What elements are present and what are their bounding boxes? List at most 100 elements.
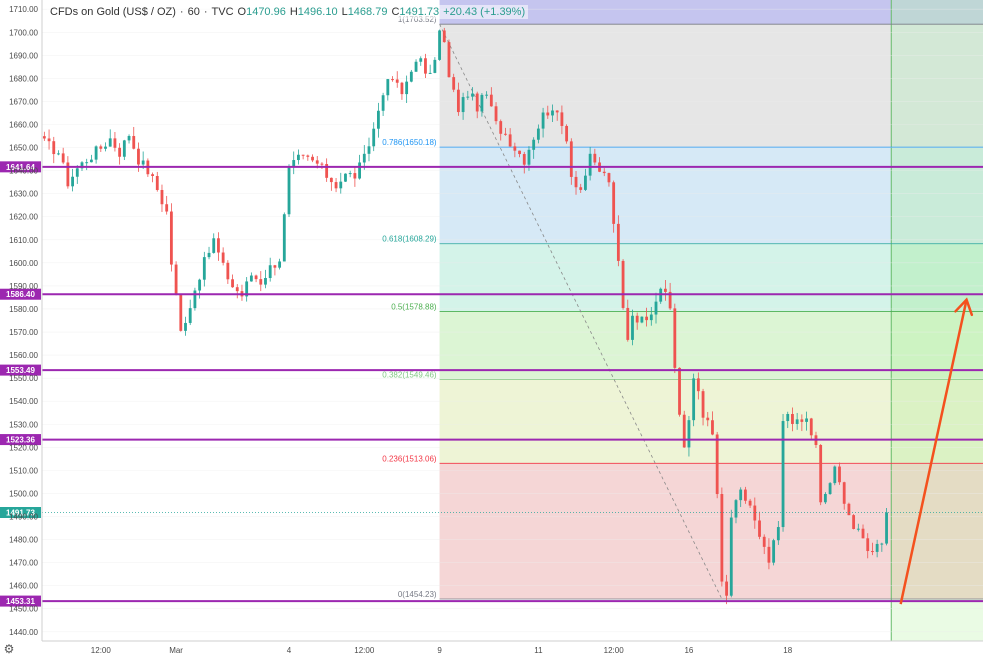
candle-body xyxy=(532,139,536,150)
candle-body xyxy=(217,238,220,253)
candle-body xyxy=(278,261,282,268)
candle-body xyxy=(113,138,117,148)
horizontal-levels[interactable]: 1641.64 1586.40 1553.49 1523.36 1453.31 xyxy=(0,161,983,607)
candle-body xyxy=(89,159,93,163)
fib-zone xyxy=(439,24,892,148)
candle-body xyxy=(758,520,761,537)
price-tick-label: 1490.00 xyxy=(9,512,38,521)
candle-body xyxy=(42,136,46,139)
candle-body xyxy=(409,71,413,82)
candle-body xyxy=(861,528,865,539)
candle-body xyxy=(127,136,131,141)
interval-label[interactable]: 60 xyxy=(187,6,200,18)
fib-zone xyxy=(439,463,892,599)
price-tick-label: 1660.00 xyxy=(9,121,38,130)
candle-body xyxy=(767,546,771,563)
candle-body xyxy=(207,252,211,258)
fib-extension-zone xyxy=(891,147,983,244)
price-tick-label: 1480.00 xyxy=(9,536,38,545)
candle-body xyxy=(616,223,620,261)
fib-level-label: 0.5(1578.88) xyxy=(391,303,437,312)
candle-body xyxy=(485,94,489,96)
candle-body xyxy=(160,189,164,205)
candle-body xyxy=(461,97,465,113)
level-price-label: 1553.49 xyxy=(6,366,35,375)
candle-body xyxy=(66,162,70,187)
candle-body xyxy=(447,42,451,78)
candle-body xyxy=(75,168,79,177)
time-axis[interactable]: 12:00 Mar 4 12:00 9 11 12:00 16 18 xyxy=(42,640,983,655)
candle-body xyxy=(800,419,804,422)
candle-body xyxy=(852,515,856,529)
projection-arrow-head xyxy=(954,297,974,317)
candle-body xyxy=(753,505,757,521)
candle-body xyxy=(781,421,785,528)
fib-level-label: 1(1703.52) xyxy=(398,15,437,24)
price-tick-label: 1580.00 xyxy=(9,305,38,314)
candle-body xyxy=(772,540,776,563)
candle-body xyxy=(442,30,446,43)
fib-extension-zone xyxy=(891,311,983,380)
candle-body xyxy=(743,489,747,501)
candle-body xyxy=(137,148,140,165)
candle-body xyxy=(320,163,324,165)
level-price-badge xyxy=(0,161,41,173)
candle-body xyxy=(52,141,56,155)
candle-body xyxy=(508,134,512,147)
candle-body xyxy=(602,171,606,174)
price-tick-label: 1440.00 xyxy=(9,628,38,637)
candle-body xyxy=(348,173,352,175)
candle-body xyxy=(494,106,498,122)
candle-body xyxy=(706,417,710,421)
candle-body xyxy=(795,419,799,424)
price-tick-label: 1610.00 xyxy=(9,236,38,245)
fibonacci-retracement[interactable]: 1(1703.52) 0.786(1650.18) 0.618(1608.29) 0.… xyxy=(382,15,983,600)
candle-body xyxy=(654,301,658,315)
candlestick-series xyxy=(42,27,888,605)
projection-arrow[interactable] xyxy=(899,299,968,605)
candle-body xyxy=(687,420,691,448)
candle-body xyxy=(649,314,653,321)
candle-body xyxy=(541,112,545,129)
candle-body xyxy=(80,162,84,169)
candle-body xyxy=(273,265,277,268)
candle-body xyxy=(621,260,625,308)
price-tick-label: 1600.00 xyxy=(9,259,38,268)
symbol-legend: CFDs on Gold (US$ / OZ) · 60 · TVC O1470… xyxy=(47,5,529,19)
candle-body xyxy=(165,204,169,212)
price-axis[interactable]: 1440.00 1450.00 1460.00 1470.00 1480.00 1490.… xyxy=(0,0,43,641)
fib-zone xyxy=(439,243,892,312)
candle-body xyxy=(71,176,74,187)
candle-body xyxy=(499,121,503,134)
candle-body xyxy=(268,265,272,278)
settings-gear-icon[interactable]: ⚙ xyxy=(3,642,15,656)
candle-body xyxy=(132,136,136,149)
candle-body xyxy=(711,420,714,435)
price-tick-label: 1670.00 xyxy=(9,97,38,106)
fib-level-label: 0.236(1513.06) xyxy=(382,454,437,463)
candle-body xyxy=(367,146,371,154)
open-value: 1470.96 xyxy=(246,6,286,18)
candle-body xyxy=(513,146,517,151)
level-price-label: 1453.31 xyxy=(6,597,35,606)
candle-body xyxy=(593,153,597,163)
price-tick-label: 1710.00 xyxy=(9,5,38,14)
candle-body xyxy=(174,264,178,296)
time-tick-label: 16 xyxy=(684,646,693,655)
drawings-overlay[interactable]: 1491.73 xyxy=(0,297,983,605)
low-label: L xyxy=(341,6,348,18)
symbol-name[interactable]: CFDs on Gold (US$ / OZ) xyxy=(50,6,176,18)
close-value: 1491.73 xyxy=(399,6,440,18)
price-tick-label: 1520.00 xyxy=(9,443,38,452)
time-tick-label: 12:00 xyxy=(604,646,625,655)
candle-body xyxy=(536,128,540,140)
candle-body xyxy=(791,413,794,424)
candle-body xyxy=(748,500,752,506)
time-tick-label: 12:00 xyxy=(91,646,112,655)
candle-body xyxy=(395,79,399,83)
candle-body xyxy=(358,162,361,179)
candle-body xyxy=(61,153,65,163)
candle-body xyxy=(315,160,319,164)
